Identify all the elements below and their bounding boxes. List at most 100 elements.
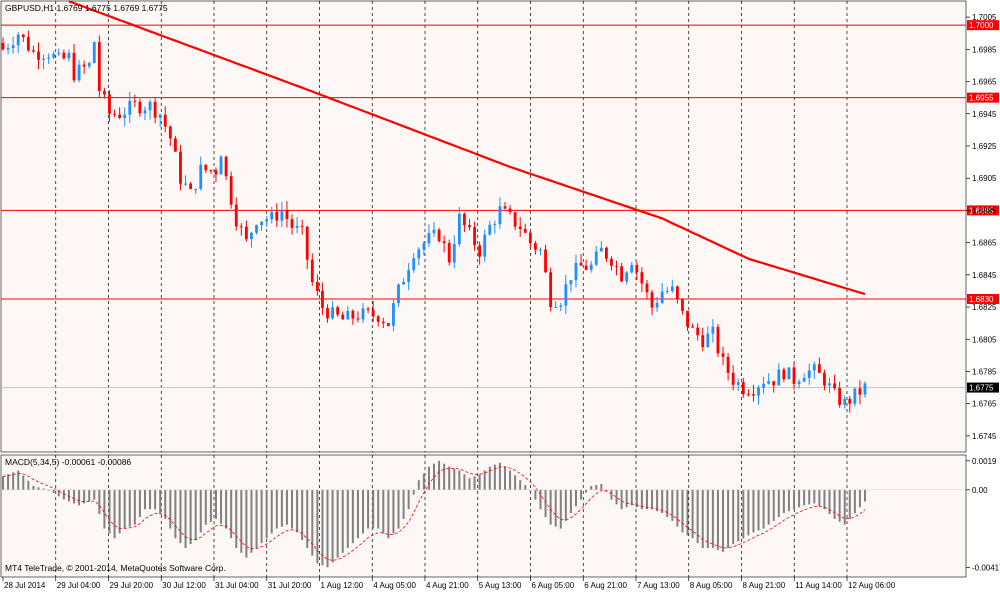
macd-bar xyxy=(189,489,192,545)
macd-bar xyxy=(78,489,81,506)
candle-body xyxy=(361,308,365,320)
candle-body xyxy=(290,219,294,228)
candle-body xyxy=(549,272,553,308)
macd-bar xyxy=(848,489,851,519)
candle-body xyxy=(57,52,61,54)
macd-bar xyxy=(397,489,400,529)
macd-panel[interactable] xyxy=(0,454,967,578)
candle-body xyxy=(214,170,218,175)
macd-bar xyxy=(356,489,359,539)
candle-body xyxy=(366,308,370,310)
macd-bar xyxy=(422,473,425,490)
macd-bar xyxy=(787,489,790,512)
time-axis: 28 Jul 2014 29 Jul 04:00 29 Jul 20:00 30 Ju… xyxy=(2,577,896,590)
macd-bar xyxy=(833,489,836,519)
candle-body xyxy=(239,226,243,228)
macd-bar xyxy=(280,489,283,527)
candle-body xyxy=(447,243,451,263)
candle-body xyxy=(686,310,689,327)
macd-bar xyxy=(296,489,299,533)
candle-body xyxy=(92,42,96,63)
candle-body xyxy=(87,62,91,67)
macd-bar xyxy=(468,478,471,490)
macd-bar xyxy=(194,489,197,541)
candle-body xyxy=(807,370,811,379)
y-tick-label: 1.6785 xyxy=(972,367,997,376)
macd-bar xyxy=(427,466,430,490)
candle-body xyxy=(757,387,760,396)
macd-axis: 0.0019 0.00 -0.00417 xyxy=(966,457,1000,572)
level-tag xyxy=(967,205,999,216)
candle-body xyxy=(468,225,471,228)
macd-bar xyxy=(716,489,719,550)
y-tick-label: 1.6805 xyxy=(972,335,997,344)
candle-body xyxy=(275,211,279,221)
candle-body xyxy=(782,369,786,380)
candle-body xyxy=(457,213,461,245)
macd-bar xyxy=(225,489,228,529)
macd-bar xyxy=(554,489,557,527)
macd-bar xyxy=(245,489,248,558)
macd-bar xyxy=(706,489,709,548)
macd-bar xyxy=(458,470,461,490)
macd-bar xyxy=(392,489,395,534)
candle-body xyxy=(209,170,213,172)
level-tag-label: 1.6830 xyxy=(969,295,994,304)
x-tick-label: 8 Aug 21:00 xyxy=(743,581,786,590)
candle-body xyxy=(6,48,10,50)
macd-bar xyxy=(118,489,121,534)
candle-body xyxy=(422,243,426,250)
candle-body xyxy=(772,381,776,386)
y-tick-label: 1.6745 xyxy=(972,432,997,441)
candle-body xyxy=(1,42,5,50)
macd-bar xyxy=(184,489,187,548)
candle-body xyxy=(224,156,228,177)
candle-body xyxy=(452,244,456,263)
macd-bar xyxy=(17,470,20,490)
candle-body xyxy=(123,114,127,118)
candle-body xyxy=(579,262,583,266)
candle-body xyxy=(77,64,81,81)
candle-body xyxy=(483,234,487,257)
macd-bar xyxy=(372,489,375,529)
candle-body xyxy=(812,364,816,371)
macd-bar xyxy=(341,489,344,553)
moving-average-line xyxy=(68,0,866,296)
candle-body xyxy=(706,333,710,348)
macd-bar xyxy=(12,472,15,490)
macd-bar xyxy=(255,489,258,548)
candle-body xyxy=(488,224,492,235)
macd-bar xyxy=(843,489,846,525)
macd-bar xyxy=(27,480,30,490)
macd-bar xyxy=(250,489,253,553)
symbol-title: GBPUSD,H1 1.6769 1.6775 1.6769 1.6775 xyxy=(5,3,168,13)
price-panel[interactable] xyxy=(0,0,967,453)
macd-bar xyxy=(52,489,55,494)
candle-body xyxy=(498,206,502,225)
macd-bar xyxy=(767,489,770,525)
candle-body xyxy=(407,270,411,282)
candle-body xyxy=(599,247,603,252)
candle-body xyxy=(625,272,629,282)
macd-bar xyxy=(559,489,562,529)
macd-bar xyxy=(240,489,243,553)
x-tick-label: 29 Jul 04:00 xyxy=(57,581,101,590)
level-tag-label: 1.6955 xyxy=(969,94,994,103)
candle-body xyxy=(331,307,334,319)
macd-y-tick-label: -0.00417 xyxy=(972,563,1000,572)
macd-bar xyxy=(32,485,35,490)
candle-body xyxy=(174,138,177,152)
candle-body xyxy=(381,321,385,324)
macd-bar xyxy=(336,489,339,558)
macd-bar xyxy=(620,489,623,510)
macd-bar xyxy=(473,476,476,490)
candle-body xyxy=(848,398,852,404)
macd-bar xyxy=(220,489,223,524)
signal-line xyxy=(2,466,866,561)
macd-bar xyxy=(762,489,765,529)
x-tick-label: 1 Aug 12:00 xyxy=(321,581,364,590)
macd-bar xyxy=(676,489,679,527)
candle-body xyxy=(265,219,269,222)
x-tick-label: 4 Aug 21:00 xyxy=(426,581,469,590)
